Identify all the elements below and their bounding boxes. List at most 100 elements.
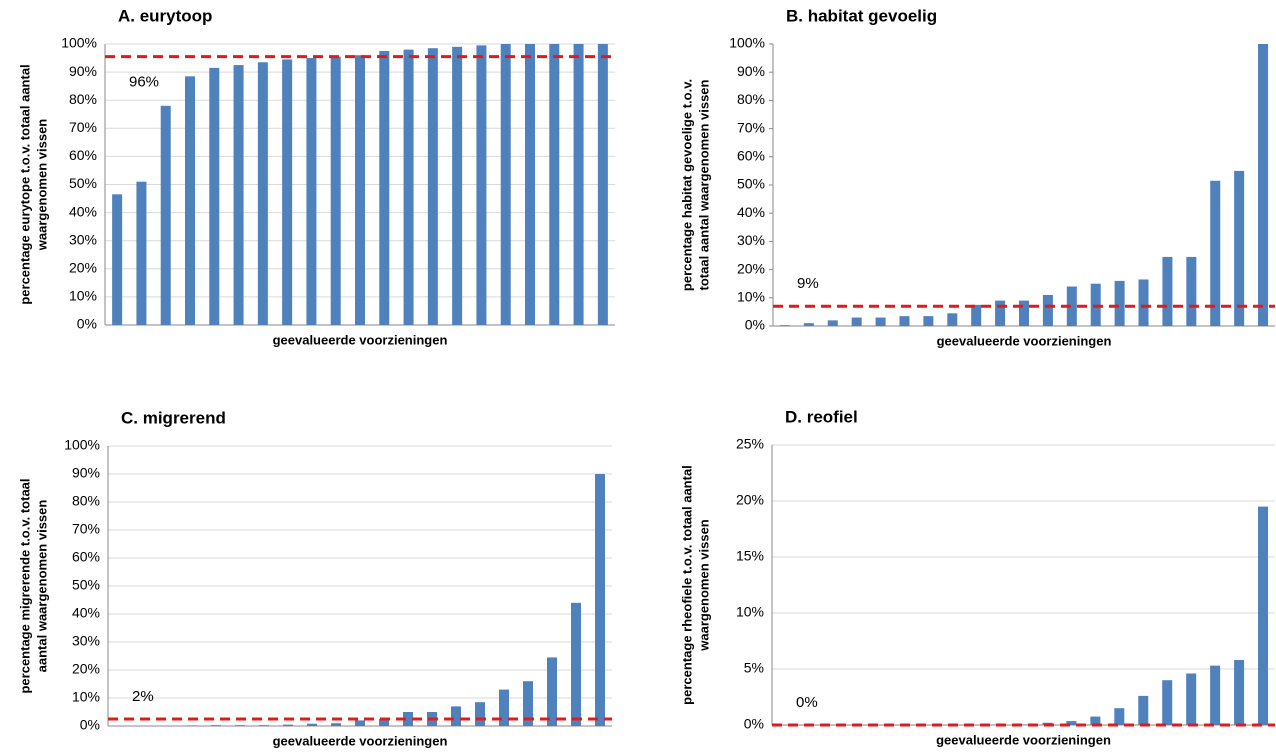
y-tick-label: 20% <box>72 661 100 677</box>
y-tick-label: 70% <box>69 119 97 135</box>
y-tick-label: 0% <box>80 717 100 733</box>
bar <box>211 725 221 726</box>
y-tick-label: 100% <box>729 35 765 51</box>
x-axis-label: geevalueerde voorzieningen <box>273 733 448 748</box>
y-tick-label: 100% <box>64 437 100 453</box>
bar <box>1066 721 1077 725</box>
y-tick-label: 50% <box>737 176 765 192</box>
y-tick-label: 60% <box>72 549 100 565</box>
y-tick-label: 20% <box>737 260 765 276</box>
x-axis-label: geevalueerde voorzieningen <box>937 333 1112 348</box>
bar <box>1162 256 1173 326</box>
bar <box>597 44 608 325</box>
bar <box>257 62 268 325</box>
bar <box>1138 279 1149 326</box>
bar <box>573 44 584 325</box>
bar <box>1210 665 1221 725</box>
y-tick-label: 20% <box>736 492 764 508</box>
y-tick-label: 0% <box>744 716 764 732</box>
y-tick-label: 10% <box>72 689 100 705</box>
y-tick-label: 90% <box>69 63 97 79</box>
bar <box>331 723 341 726</box>
y-tick-label: 10% <box>736 604 764 620</box>
bar <box>330 56 341 326</box>
bar <box>1066 286 1077 326</box>
y-axis-label: percentage rheofiele t.o.v. totaal aanta… <box>679 465 694 705</box>
bar <box>306 58 317 326</box>
y-axis-label: percentage habitat gevoelige t.o.v. <box>679 79 694 291</box>
y-tick-label: 50% <box>69 175 97 191</box>
bar <box>307 723 317 726</box>
bar <box>971 304 982 326</box>
bar <box>547 657 557 726</box>
bar <box>827 320 838 326</box>
annotation: 9% <box>797 275 819 292</box>
y-tick-label: 40% <box>72 605 100 621</box>
bar <box>525 44 535 325</box>
bar <box>451 706 461 726</box>
bar <box>355 55 365 326</box>
bar <box>1090 716 1101 725</box>
bar <box>187 725 197 726</box>
bar <box>1042 294 1053 326</box>
bar <box>235 725 245 726</box>
bar <box>803 323 814 326</box>
bar <box>1210 180 1221 326</box>
y-tick-label: 80% <box>737 91 765 107</box>
y-tick-label: 20% <box>69 260 97 276</box>
bar <box>1258 506 1269 725</box>
y-tick-label: 50% <box>72 577 100 593</box>
chart-title: A. eurytoop <box>118 6 212 25</box>
y-axis-label: totaal aantal waargenomen vissen <box>696 79 711 290</box>
y-tick-label: 100% <box>61 35 97 51</box>
y-tick-label: 30% <box>72 633 100 649</box>
y-tick-label: 25% <box>736 436 764 452</box>
bar <box>1114 280 1125 326</box>
y-tick-label: 70% <box>737 119 765 135</box>
bar <box>947 313 958 326</box>
bar <box>899 316 910 326</box>
bar <box>1162 680 1173 725</box>
bar <box>571 602 581 726</box>
y-tick-label: 40% <box>737 204 765 220</box>
bar <box>1234 170 1245 326</box>
bar <box>1234 660 1245 725</box>
y-tick-label: 10% <box>69 288 97 304</box>
bar <box>427 48 438 326</box>
bar <box>851 317 862 326</box>
bar <box>452 46 463 326</box>
y-tick-label: 80% <box>72 493 100 509</box>
bar <box>779 325 790 326</box>
bar <box>379 719 389 726</box>
y-tick-label: 5% <box>744 660 764 676</box>
bar <box>136 181 147 325</box>
bar <box>282 59 293 325</box>
annotation: 0% <box>796 694 818 711</box>
y-tick-label: 15% <box>736 548 764 564</box>
y-tick-label: 60% <box>737 148 765 164</box>
x-axis-label: geevalueerde voorzieningen <box>273 332 448 347</box>
y-tick-label: 30% <box>69 231 97 247</box>
y-tick-label: 0% <box>745 317 765 333</box>
y-tick-label: 10% <box>737 289 765 305</box>
y-axis-label: percentage migrerende t.o.v. totaal <box>17 478 32 693</box>
y-tick-label: 90% <box>737 63 765 79</box>
bar <box>549 44 560 325</box>
bar <box>403 49 414 326</box>
bar <box>1186 256 1197 326</box>
bar <box>403 712 413 726</box>
bar <box>1258 44 1269 326</box>
y-tick-label: 0% <box>77 316 97 332</box>
bar <box>499 689 509 726</box>
bar <box>475 702 485 726</box>
y-tick-label: 30% <box>737 232 765 248</box>
chart-title: D. reofiel <box>785 407 858 426</box>
bar <box>476 45 487 325</box>
bar <box>355 720 365 726</box>
bar <box>1138 695 1149 725</box>
y-tick-label: 60% <box>69 147 97 163</box>
y-tick-label: 80% <box>69 91 97 107</box>
bar <box>233 65 244 325</box>
bar <box>923 316 934 326</box>
